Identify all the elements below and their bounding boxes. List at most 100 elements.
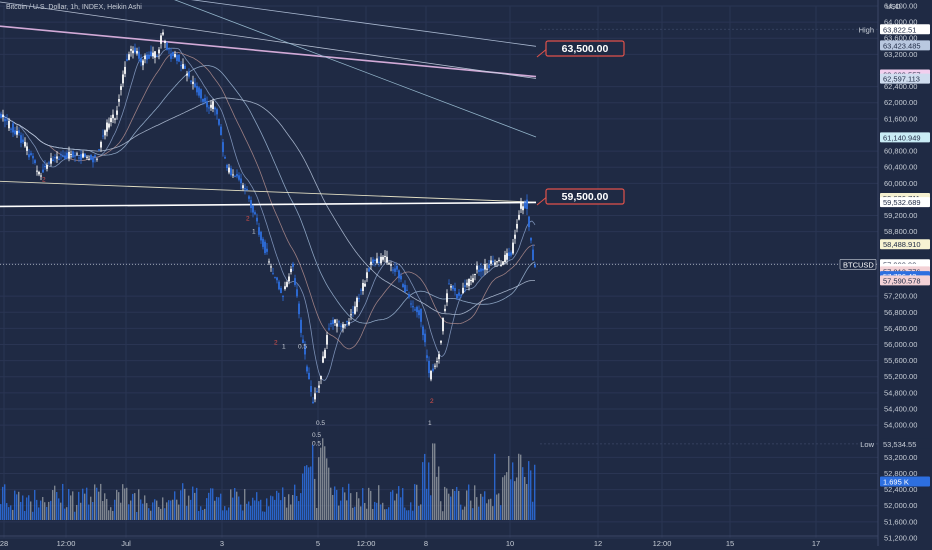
candle-body	[470, 280, 472, 282]
candle-body	[52, 159, 54, 162]
candle-body	[162, 32, 164, 35]
candle-body	[418, 310, 420, 316]
volume-bar	[136, 511, 138, 520]
volume-bar	[102, 500, 104, 520]
time-axis[interactable]: 28 12:00 Jul 3 5 12:00 8 10 12 12:00 15 17	[0, 535, 878, 548]
candle-body	[288, 276, 290, 282]
volume-bar	[406, 510, 408, 520]
candle-body	[280, 287, 282, 294]
candle-body	[452, 285, 454, 290]
volume-bar	[96, 487, 98, 520]
candle-body	[140, 57, 142, 63]
extreme-label: High	[859, 25, 874, 34]
currency-label[interactable]: USD	[886, 4, 901, 11]
volume-bar	[160, 508, 162, 520]
candle-body	[16, 130, 18, 135]
candle-body	[340, 325, 342, 327]
candle-body	[400, 275, 402, 280]
volume-bar	[522, 467, 524, 520]
price-label-text: 59,532.689	[883, 198, 921, 207]
volume-bar	[474, 485, 476, 520]
candle-body	[164, 41, 166, 44]
volume-bar	[34, 490, 36, 520]
candle-body	[126, 58, 128, 61]
volume-bar	[424, 453, 426, 520]
candle-body	[408, 294, 410, 298]
volume-bar	[146, 503, 148, 520]
symbol-tag: BTCUSD	[843, 260, 874, 269]
volume-bar	[246, 503, 248, 520]
volume-bar	[216, 496, 218, 520]
candle-body	[252, 205, 254, 213]
candle-body	[480, 268, 482, 272]
volume-bar	[36, 499, 38, 520]
volume-bar	[530, 470, 532, 520]
number-annotation: 1	[428, 420, 432, 427]
candle-body	[72, 151, 74, 158]
volume-bar	[38, 507, 40, 520]
candle-body	[0, 113, 2, 118]
volume-bar	[326, 458, 328, 520]
volume-bar	[502, 477, 504, 520]
volume-bar	[336, 489, 338, 520]
volume-bar	[0, 504, 2, 520]
volume-bar	[252, 497, 254, 520]
price-tick-label: 52,800.00	[884, 469, 917, 478]
volume-bar	[204, 508, 206, 520]
price-label-box	[880, 275, 930, 286]
candle-body	[290, 268, 292, 272]
candle-body	[334, 319, 336, 323]
volume-bar	[438, 466, 440, 520]
volume-bar	[214, 500, 216, 520]
candle-body	[238, 175, 240, 180]
candle-body	[64, 155, 66, 159]
candle-body	[490, 260, 492, 264]
volume-bar	[376, 502, 378, 520]
candle-body	[242, 185, 244, 189]
volume-bar	[374, 501, 376, 520]
callout-box	[545, 40, 625, 57]
candle-body	[464, 285, 466, 287]
candle-body	[424, 333, 426, 343]
volume-bar	[490, 498, 492, 520]
volume-bar	[470, 500, 472, 520]
volume-bar	[314, 478, 316, 520]
volume-bar	[248, 501, 250, 520]
candle-body	[460, 295, 462, 297]
candle-body	[434, 365, 436, 367]
volume-bar	[142, 503, 144, 520]
volume-bar	[338, 505, 340, 520]
volume-bar	[220, 493, 222, 520]
candle-body	[78, 157, 80, 159]
volume-bar	[238, 496, 240, 520]
volume-bar	[60, 502, 62, 520]
candle-body	[34, 160, 36, 164]
volume-bar	[528, 461, 530, 520]
callout-text: 63,500.00	[562, 43, 609, 55]
volume-bar	[272, 496, 274, 520]
candle-body	[284, 286, 286, 290]
candle-body	[390, 264, 392, 266]
volume-bar	[158, 506, 160, 520]
candle-body	[170, 53, 172, 59]
moving-average-line	[0, 97, 535, 316]
volume-bar	[476, 497, 478, 520]
candle-body	[148, 54, 150, 59]
candle-body	[494, 262, 496, 266]
price-label-box	[880, 239, 930, 250]
candle-body	[370, 261, 372, 265]
price-label-text: 57,590.578	[883, 276, 921, 285]
candle-body	[372, 259, 374, 263]
volume-bar	[276, 490, 278, 520]
time-tick-label: 3	[220, 539, 224, 548]
candle-body	[222, 142, 224, 153]
price-tick-label: 56,400.00	[884, 324, 917, 333]
volume-bar	[456, 486, 458, 520]
candle-body	[388, 263, 390, 265]
price-label-box	[880, 132, 930, 143]
volume-bar	[100, 483, 102, 520]
candle-body	[204, 98, 206, 102]
volume-bar	[404, 507, 406, 520]
